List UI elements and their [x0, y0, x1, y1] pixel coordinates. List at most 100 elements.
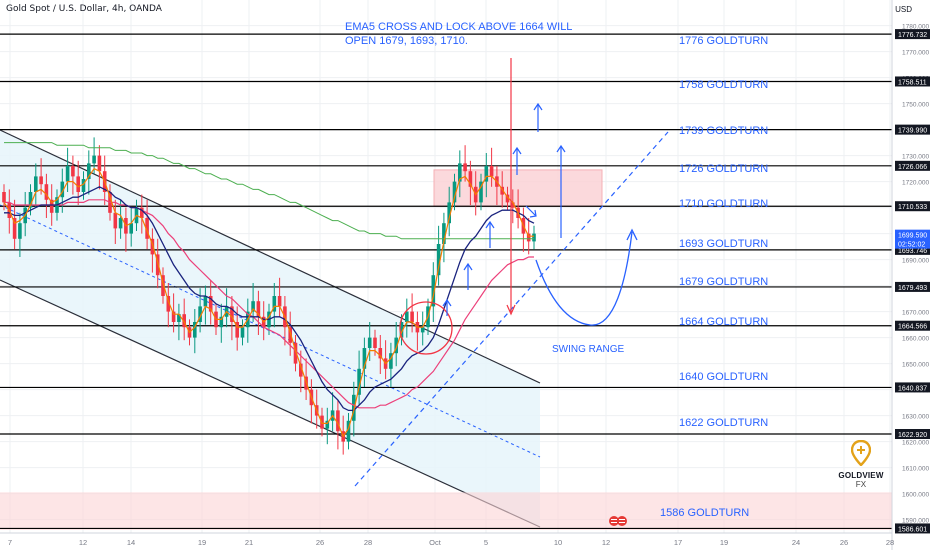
- ema-slow-line: [4, 199, 534, 409]
- candle-body: [484, 166, 489, 182]
- candle-body: [65, 166, 70, 182]
- current-price-tag: [895, 229, 930, 249]
- level-label: 1693 GOLDTURN: [679, 238, 768, 250]
- candle-body: [299, 363, 303, 377]
- level-price-tag-text: 1776.732: [898, 32, 927, 39]
- candle-body: [34, 176, 38, 192]
- current-price-value: 1699.590: [898, 233, 927, 240]
- candle-body: [219, 316, 224, 328]
- price-tick-label: 1780.000: [902, 24, 929, 31]
- logo-name: GOLDVIEW: [838, 471, 884, 480]
- price-axis[interactable]: 1590.000 1600.000 1610.000 1620.000 1630.000…: [891, 0, 930, 550]
- price-tick-label: 1650.000: [902, 362, 929, 369]
- candle-body: [256, 301, 261, 317]
- time-tick-label: 24: [792, 538, 800, 547]
- candle-body: [71, 166, 75, 177]
- highlight-zones: [0, 169, 892, 530]
- candle-body: [182, 314, 186, 328]
- down-arrow: [525, 205, 537, 218]
- candle-body: [532, 233, 536, 242]
- candle-body: [336, 410, 340, 432]
- time-tick-label: 26: [840, 538, 848, 547]
- level-label: 1622 GOLDTURN: [679, 417, 768, 429]
- candle-body: [447, 202, 451, 224]
- channel-fill: [0, 130, 540, 527]
- swing-range-label: SWING RANGE: [552, 344, 625, 355]
- time-tick-label: 19: [198, 538, 206, 547]
- level-price-tag-text: 1710.533: [898, 204, 927, 211]
- time-tick-label: 28: [886, 538, 894, 547]
- level-label: 1640 GOLDTURN: [679, 371, 768, 383]
- time-tick-label: 10: [554, 538, 562, 547]
- level-price-tag-text: 1640.837: [898, 385, 927, 392]
- up-arrow-head: [463, 262, 473, 271]
- candle-body: [505, 194, 510, 203]
- logo-suffix: FX: [855, 480, 867, 489]
- time-tick-label: 28: [364, 538, 372, 547]
- candle-body: [2, 192, 6, 203]
- candle-body: [145, 218, 149, 239]
- level-price-tag-text: 1622.920: [898, 432, 927, 439]
- swing-curve-head: [626, 228, 638, 241]
- time-tick-label: Oct: [429, 538, 442, 547]
- level-price-tag: [895, 382, 930, 393]
- price-tick-label: 1620.000: [902, 440, 929, 447]
- goldturn-levels: [0, 33, 892, 530]
- price-tick-label: 1690.000: [902, 258, 929, 265]
- price-tick-label: 1720.000: [902, 180, 929, 187]
- candle-body: [293, 342, 298, 364]
- up-arrow-head: [533, 102, 543, 111]
- ema-long-line: [4, 142, 534, 240]
- analyst-drawings: [354, 58, 669, 487]
- candle-body: [113, 212, 118, 229]
- candle-body: [511, 202, 515, 208]
- time-axis[interactable]: 7 12 14 19 21 26 28 Oct 5 10 12 17 19 24 26 28: [0, 532, 894, 547]
- candle-body: [193, 322, 197, 338]
- candle-body: [198, 306, 202, 322]
- up-arrow-head: [512, 146, 522, 155]
- level-label: 1776 GOLDTURN: [679, 35, 768, 47]
- candle-body: [92, 155, 96, 164]
- candle-body: [362, 348, 367, 369]
- candle-body: [203, 296, 208, 307]
- candle-body: [155, 254, 160, 276]
- time-tick-label: 7: [8, 538, 12, 547]
- candle-body: [468, 171, 473, 187]
- location-pin-icon: [850, 439, 872, 467]
- candle-body: [161, 275, 165, 296]
- level-label: 1739 GOLDTURN: [679, 125, 768, 137]
- level-label: 1758 GOLDTURN: [679, 79, 768, 91]
- candle-body: [420, 327, 425, 333]
- time-tick-label: 12: [79, 538, 87, 547]
- ema-fast-line: [3, 167, 534, 438]
- current-price-countdown: 02:52:02: [898, 242, 925, 249]
- candle-body: [479, 181, 483, 203]
- level-price-tag: [895, 320, 930, 331]
- candle-body: [150, 238, 155, 255]
- candle-body: [500, 186, 504, 195]
- swing-curve: [535, 231, 633, 326]
- candle-body: [76, 176, 80, 192]
- candle-body: [230, 306, 234, 322]
- candle-body: [452, 181, 457, 203]
- candle-body: [367, 337, 372, 348]
- price-tick-label: 1590.000: [902, 518, 929, 525]
- goldview-logo: GOLDVIEW FX: [836, 439, 886, 489]
- level-price-tag: [895, 76, 930, 87]
- candle-body: [389, 353, 393, 369]
- candle-body: [251, 301, 255, 312]
- candle-body: [436, 244, 441, 276]
- us-event-flag-icon[interactable]: [609, 515, 627, 527]
- moving-averages: [3, 142, 535, 438]
- level-labels: 1776 GOLDTURN 1758 GOLDTURN 1739 GOLDTURN 1…: [660, 35, 768, 519]
- level-price-tag: [895, 29, 930, 40]
- time-tick-label: 17: [674, 538, 682, 547]
- level-label: 1664 GOLDTURN: [679, 316, 768, 328]
- drop-arrow-head: [506, 304, 516, 316]
- price-tick-label: 1670.000: [902, 310, 929, 317]
- level-price-tag: [895, 523, 930, 534]
- candle-body: [208, 296, 213, 312]
- candle-body: [171, 311, 176, 322]
- candle-body: [405, 311, 409, 322]
